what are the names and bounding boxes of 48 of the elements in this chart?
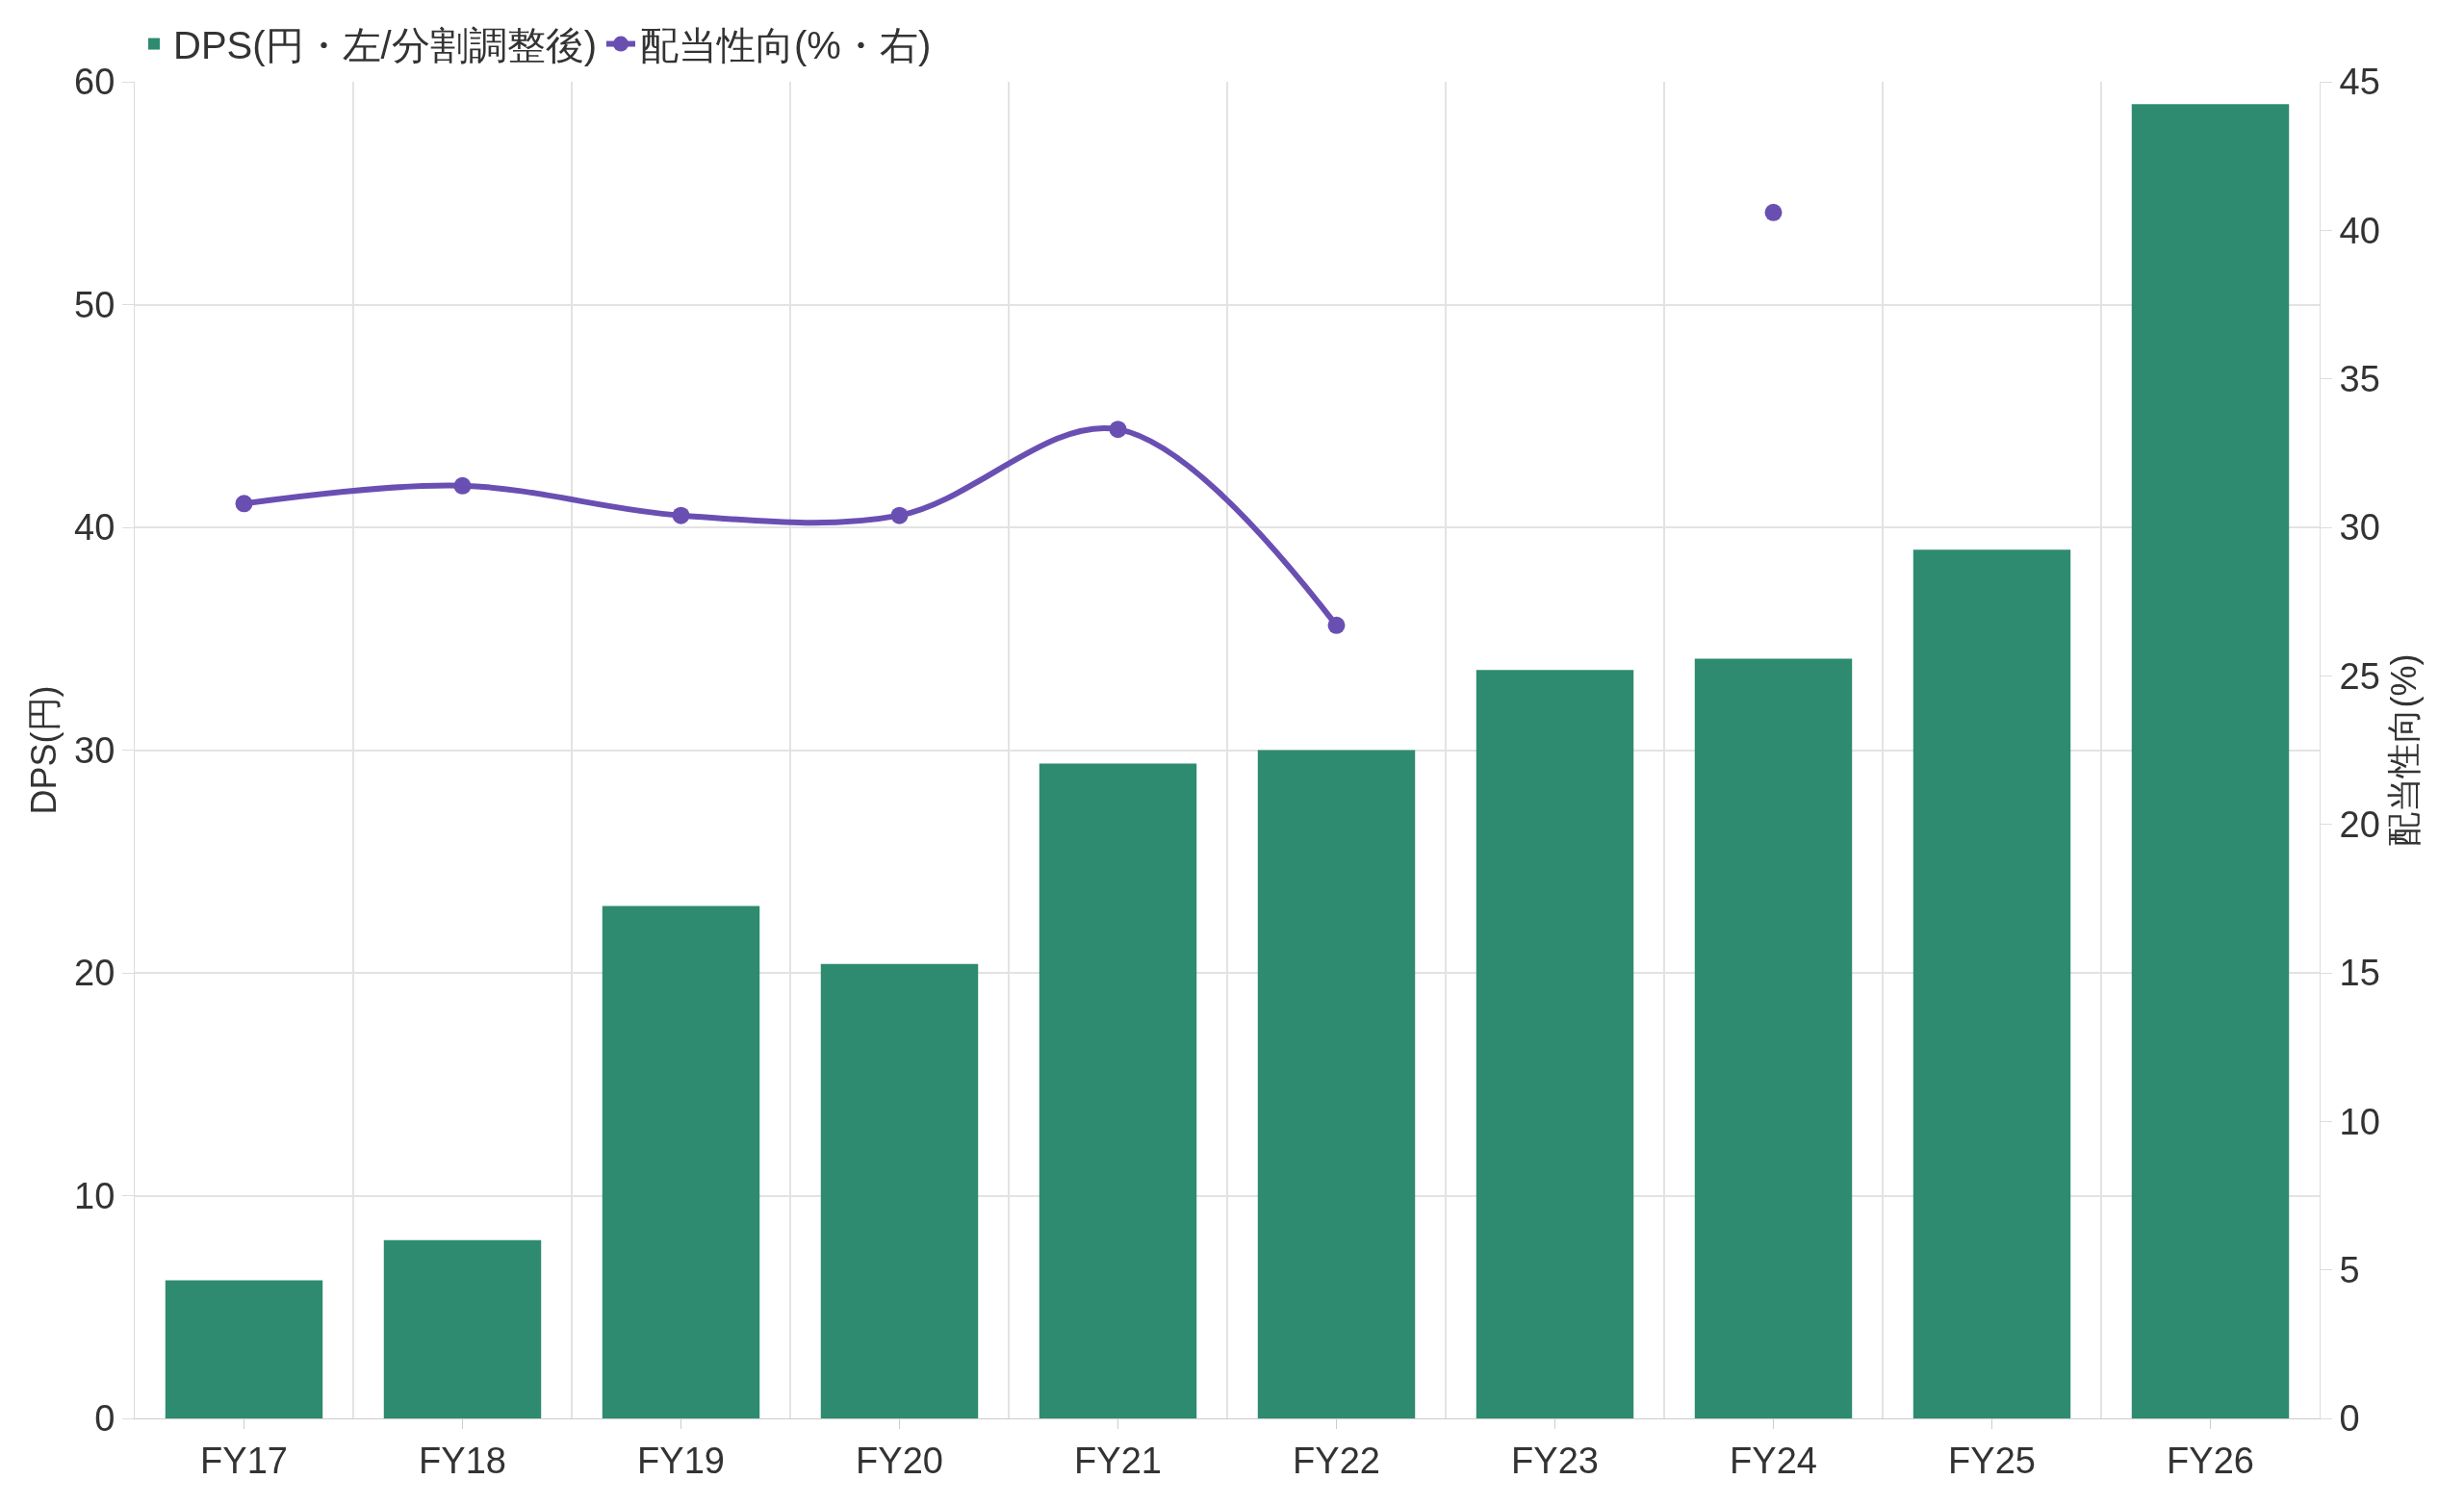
- x-tick-label: FY26: [2167, 1440, 2254, 1481]
- point: [1327, 616, 1346, 634]
- point: [1109, 421, 1127, 439]
- point: [890, 506, 909, 524]
- point: [672, 506, 690, 524]
- y-tick-label: 40: [74, 507, 116, 548]
- x-tick-label: FY20: [856, 1440, 943, 1481]
- y2-tick-label: 25: [2339, 655, 2380, 697]
- legend-label: 配当性向(%・右): [640, 24, 932, 67]
- y2-tick-label: 10: [2339, 1101, 2380, 1142]
- point: [235, 495, 253, 513]
- y2-tick-label: 5: [2339, 1249, 2360, 1290]
- bar: [1476, 670, 1634, 1418]
- x-tick-label: FY18: [419, 1440, 506, 1481]
- y2-tick-label: 35: [2339, 358, 2380, 399]
- y-tick-label: 10: [74, 1175, 116, 1216]
- bar: [602, 906, 760, 1418]
- bar: [2131, 104, 2290, 1418]
- x-tick-label: FY17: [200, 1440, 288, 1481]
- point: [1764, 203, 1783, 221]
- bar: [820, 963, 979, 1418]
- y-tick-label: 0: [94, 1398, 116, 1440]
- y2-axis-title: 配当性向(%): [2384, 653, 2424, 847]
- legend-label: DPS(円・左/分割調整後): [173, 24, 597, 67]
- y-tick-label: 50: [74, 284, 116, 325]
- x-tick-label: FY21: [1074, 1440, 1162, 1481]
- x-tick-label: FY22: [1293, 1440, 1380, 1481]
- y2-tick-label: 40: [2339, 210, 2380, 251]
- bar: [165, 1280, 323, 1418]
- x-tick-label: FY23: [1511, 1440, 1599, 1481]
- bar: [1257, 750, 1416, 1418]
- x-tick-label: FY25: [1948, 1440, 2036, 1481]
- bar: [1694, 658, 1853, 1418]
- x-tick-label: FY19: [637, 1440, 725, 1481]
- y2-tick-label: 30: [2339, 507, 2380, 548]
- bar: [1912, 549, 2071, 1418]
- y2-tick-label: 20: [2339, 804, 2380, 845]
- point: [453, 476, 472, 495]
- y2-tick-label: 15: [2339, 953, 2380, 994]
- bar: [383, 1239, 542, 1418]
- y-tick-label: 60: [74, 62, 116, 103]
- y-axis-title: DPS(円): [24, 685, 64, 815]
- y2-tick-label: 45: [2339, 62, 2380, 103]
- y2-tick-label: 0: [2339, 1398, 2360, 1440]
- y-tick-label: 20: [74, 953, 116, 994]
- bar: [1039, 763, 1197, 1418]
- x-tick-label: FY24: [1730, 1440, 1817, 1481]
- y-tick-label: 30: [74, 729, 116, 771]
